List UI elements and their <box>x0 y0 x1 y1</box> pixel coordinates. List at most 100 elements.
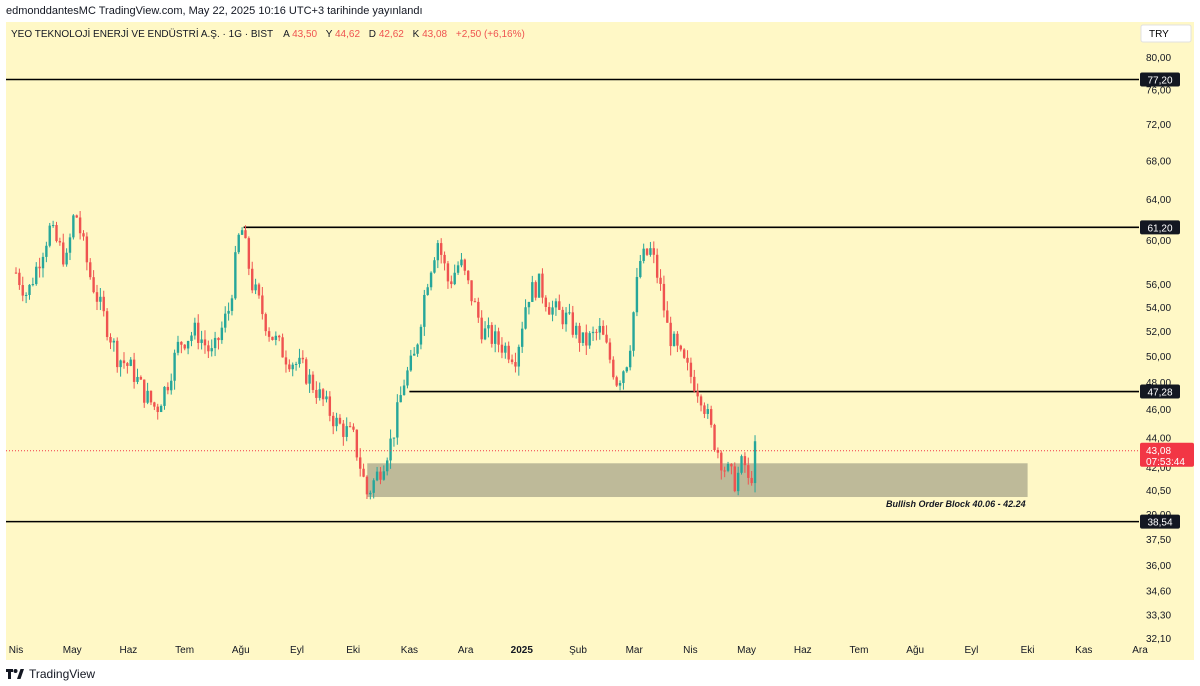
candle-body <box>55 225 58 242</box>
candle-body <box>240 230 244 235</box>
high-label: Y <box>326 29 333 40</box>
candle-body <box>274 335 278 340</box>
candle-body <box>453 272 456 285</box>
y-tick-label: 42,00 <box>1146 463 1171 474</box>
candle-body <box>470 280 473 302</box>
candle-body <box>659 277 662 284</box>
candle-body <box>143 379 146 403</box>
price-chart[interactable]: Bullish Order Block 40.06 - 42.24 77,20 6… <box>6 22 1194 660</box>
candle-body <box>105 311 109 338</box>
candle-body <box>146 390 149 403</box>
candle-body <box>244 230 247 239</box>
candle-body <box>85 236 89 263</box>
candle-body <box>574 325 578 335</box>
candle-body <box>588 333 591 346</box>
candle-body <box>213 337 217 349</box>
candle-body <box>112 340 116 343</box>
open-label: A <box>283 29 290 40</box>
legend-line: YEO TEKNOLOJİ ENERJİ VE ENDÜSTRİ A.Ş. · … <box>11 27 525 40</box>
candle-body <box>743 456 747 466</box>
candle-body <box>14 272 18 274</box>
y-tick-label: 50,00 <box>1146 352 1171 363</box>
x-month-label: 2025 <box>511 645 534 656</box>
candle-body <box>632 312 635 351</box>
candle-body <box>544 297 548 307</box>
candle-body <box>372 480 375 493</box>
candle-body <box>99 296 102 302</box>
candle-body <box>109 337 112 343</box>
x-month-label: Nis <box>683 645 697 656</box>
candle-body <box>463 259 467 271</box>
candle-body <box>31 284 35 286</box>
close-value: 43,08 <box>422 29 447 40</box>
candle-body <box>578 325 581 343</box>
candle-body <box>443 254 446 264</box>
candle-body <box>460 259 463 266</box>
candle-body <box>517 346 521 367</box>
candle-body <box>267 331 271 337</box>
open-value: 43,50 <box>292 29 317 40</box>
candle-body <box>355 429 359 458</box>
x-month-label: Haz <box>794 645 812 656</box>
candle-body <box>220 327 224 341</box>
candle-body <box>95 292 99 302</box>
candle-body <box>392 437 396 439</box>
candle-body <box>38 266 41 269</box>
candle-body <box>639 260 642 278</box>
candle-body <box>679 345 682 350</box>
candle-body <box>615 377 618 386</box>
candle-body <box>119 360 122 368</box>
candle-body <box>601 325 605 335</box>
x-month-label: Haz <box>120 645 138 656</box>
candle-body <box>564 312 568 325</box>
candle-body <box>176 341 180 353</box>
level-price-label: 61,20 <box>1147 223 1172 234</box>
publish-info: edmonddantesMC TradingView.com, May 22, … <box>6 5 423 17</box>
candle-body <box>716 450 720 453</box>
candle-body <box>628 350 632 368</box>
candle-body <box>237 234 240 253</box>
last-price-label: 43,08 <box>1146 446 1171 457</box>
last-price-tag <box>1140 442 1194 467</box>
candle-body <box>642 248 645 261</box>
candle-body <box>726 463 730 471</box>
candle-body <box>591 331 595 334</box>
candle-body <box>696 391 699 397</box>
candle-body <box>561 309 564 325</box>
candle-body <box>301 357 305 360</box>
candle-body <box>24 294 28 296</box>
x-month-label: Kas <box>401 645 418 656</box>
candle-body <box>207 345 210 352</box>
candle-body <box>473 301 477 303</box>
candle-body <box>338 417 342 424</box>
level-price-tag <box>1140 220 1180 235</box>
candle-body <box>608 342 612 360</box>
candle-body <box>497 331 500 345</box>
candle-body <box>423 294 426 327</box>
candle-body <box>720 452 723 471</box>
tradingview-footer[interactable]: TradingView <box>6 664 95 684</box>
candle-body <box>612 359 615 378</box>
candle-body <box>197 322 200 343</box>
candle-body <box>409 355 413 371</box>
low-label: D <box>369 29 376 40</box>
candle-body <box>662 283 666 311</box>
candle-body <box>348 426 352 428</box>
candle-body <box>186 341 190 349</box>
x-month-label: Tem <box>175 645 194 656</box>
currency-button[interactable]: TRY <box>1140 24 1192 43</box>
candle-body <box>362 468 365 477</box>
candle-body <box>318 389 321 398</box>
candle-body <box>58 241 62 243</box>
candle-body <box>170 380 173 391</box>
candle-body <box>62 242 65 265</box>
candle-body <box>541 273 544 298</box>
candle-body <box>264 314 267 332</box>
tradingview-logo-icon <box>6 669 24 679</box>
candle-body <box>247 238 251 269</box>
candle-body <box>487 325 490 329</box>
candle-body <box>750 477 753 484</box>
candle-body <box>149 390 153 403</box>
candle-body <box>251 268 254 291</box>
chart-area[interactable]: Bullish Order Block 40.06 - 42.24 77,20 6… <box>6 22 1194 660</box>
